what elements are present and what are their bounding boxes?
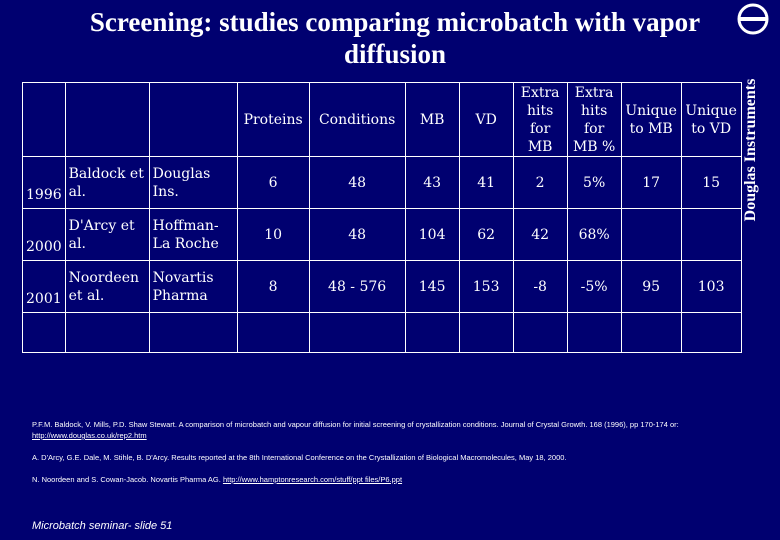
header-conditions: Conditions <box>308 82 406 157</box>
row-org: Douglas Ins. <box>148 156 238 209</box>
table-row: 1996 Baldock et al. Douglas Ins. 6 48 43… <box>22 156 742 209</box>
cell-proteins: 8 <box>236 260 310 313</box>
header-unique-vd: Unique to VD <box>680 82 742 157</box>
cell-unique-vd: 103 <box>680 260 742 313</box>
header-vd: VD <box>458 82 514 157</box>
cell-mb: 145 <box>404 260 460 313</box>
cell-vd: 41 <box>458 156 514 209</box>
header-extra-hits-mb-percent: Extra hits for MB % <box>566 82 622 157</box>
header-row: Proteins Conditions MB VD Extra hits for… <box>22 82 742 157</box>
cell-unique-vd: 15 <box>680 156 742 209</box>
row-year: 1996 <box>22 156 66 209</box>
reference-1-link[interactable]: http://www.douglas.co.uk/rep2.htm <box>32 431 147 440</box>
brand: Douglas Instruments <box>734 0 774 240</box>
slide-footer: Microbatch seminar- slide 51 <box>32 520 173 532</box>
table-row: 2001 Noordeen et al. Novartis Pharma 8 4… <box>22 260 742 313</box>
cell-extra-hits-percent: 5% <box>566 156 622 209</box>
cell-vd: 62 <box>458 208 514 261</box>
cell-extra-hits: 42 <box>512 208 568 261</box>
header-extra-hits-mb: Extra hits for MB <box>512 82 568 157</box>
cell-extra-hits-percent: 68% <box>566 208 622 261</box>
header-mb: MB <box>404 82 460 157</box>
reference-2: A. D'Arcy, G.E. Dale, M. Stihle, B. D'Ar… <box>32 453 567 462</box>
header-unique-mb: Unique to MB <box>620 82 682 157</box>
cell-unique-vd <box>680 208 742 261</box>
cell-extra-hits-percent: -5% <box>566 260 622 313</box>
cell-extra-hits: 2 <box>512 156 568 209</box>
cell-mb: 104 <box>404 208 460 261</box>
cell-vd: 153 <box>458 260 514 313</box>
row-author: Baldock et al. <box>64 156 150 209</box>
row-year: 2000 <box>22 208 66 261</box>
cell-extra-hits: -8 <box>512 260 568 313</box>
cell-unique-mb <box>620 208 682 261</box>
row-author: D'Arcy et al. <box>64 208 150 261</box>
table-row: 2000 D'Arcy et al. Hoffman-La Roche 10 4… <box>22 208 742 261</box>
cell-conditions: 48 <box>308 208 406 261</box>
cell-unique-mb: 95 <box>620 260 682 313</box>
reference-3: N. Noordeen and S. Cowan-Jacob. Novartis… <box>32 475 403 484</box>
row-org: Hoffman-La Roche <box>148 208 238 261</box>
comparison-table: Proteins Conditions MB VD Extra hits for… <box>22 82 742 353</box>
empty-row <box>22 312 742 353</box>
reference-1: P.F.M. Baldock, V. Mills, P.D. Shaw Stew… <box>32 420 679 440</box>
cell-proteins: 10 <box>236 208 310 261</box>
row-org: Novartis Pharma <box>148 260 238 313</box>
cell-proteins: 6 <box>236 156 310 209</box>
header-proteins: Proteins <box>236 82 310 157</box>
cell-mb: 43 <box>404 156 460 209</box>
cell-conditions: 48 - 576 <box>308 260 406 313</box>
reference-3-link[interactable]: http://www.hamptonresearch.com/stuff/ppt… <box>222 475 403 484</box>
brand-name: Douglas Instruments <box>742 78 759 222</box>
cell-unique-mb: 17 <box>620 156 682 209</box>
slide-title: Screening: studies comparing microbatch … <box>89 7 701 69</box>
row-year: 2001 <box>22 260 66 313</box>
references: P.F.M. Baldock, V. Mills, P.D. Shaw Stew… <box>32 419 742 496</box>
circle-bar-logo-icon <box>737 3 769 35</box>
cell-conditions: 48 <box>308 156 406 209</box>
row-author: Noordeen et al. <box>64 260 150 313</box>
